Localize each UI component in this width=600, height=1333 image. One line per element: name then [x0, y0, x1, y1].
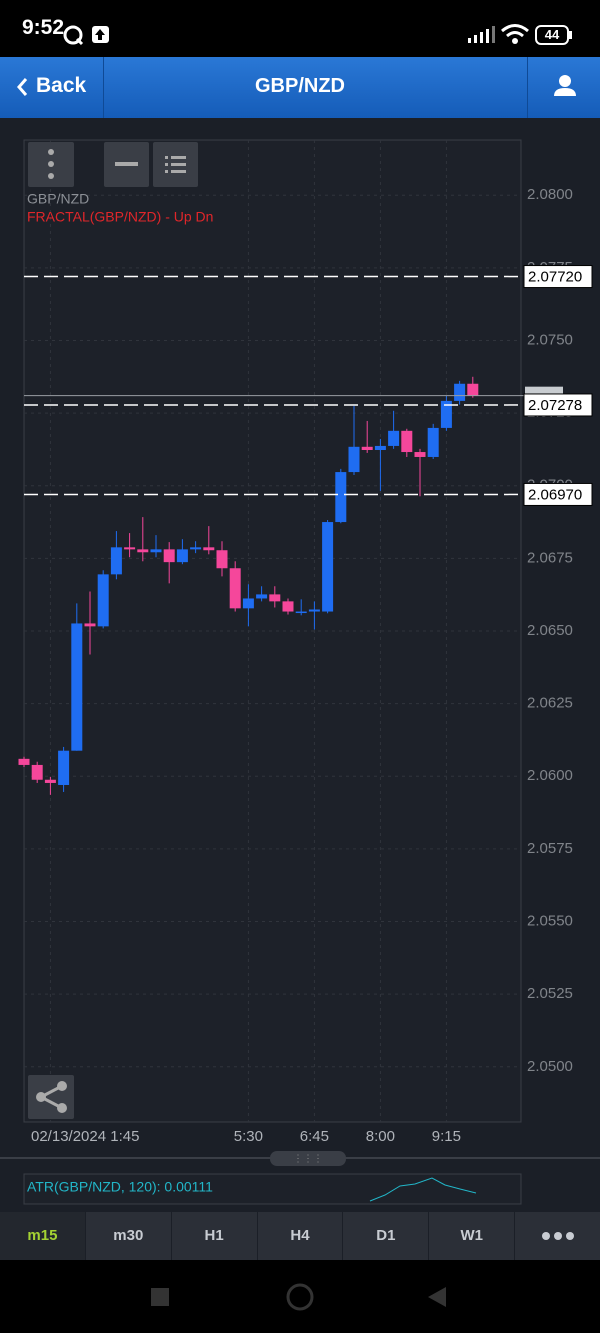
- y-tick-label: 2.0750: [527, 331, 573, 348]
- svg-text:⋮⋮⋮: ⋮⋮⋮: [293, 1154, 323, 1165]
- candle-body: [229, 568, 241, 609]
- y-tick-label: 2.0550: [527, 913, 573, 930]
- candle-body: [163, 549, 175, 563]
- timeframe-tab[interactable]: m15: [0, 1212, 86, 1260]
- candle-body: [256, 594, 268, 599]
- chart: 2.08002.07752.07502.07252.07002.06752.06…: [0, 118, 600, 1212]
- candle-body: [58, 750, 70, 785]
- atr-label: ATR(GBP/NZD, 120): 0.00111: [27, 1179, 213, 1195]
- candle-body: [308, 609, 320, 612]
- back-button[interactable]: Back: [0, 57, 104, 118]
- more-icon: [541, 1232, 574, 1240]
- timeframe-tab[interactable]: H1: [172, 1212, 258, 1260]
- timeframe-tab[interactable]: W1: [429, 1212, 516, 1260]
- symbol-label: GBP/NZD: [27, 191, 89, 207]
- back-system-button[interactable]: [428, 1287, 446, 1307]
- candle-body: [242, 598, 254, 609]
- candle-body: [97, 574, 109, 627]
- candle-body: [348, 446, 360, 473]
- y-tick-label: 2.0675: [527, 549, 573, 566]
- timeframe-tab[interactable]: D1: [343, 1212, 430, 1260]
- y-tick-label: 2.0600: [527, 767, 573, 784]
- candle-body: [401, 430, 413, 453]
- y-tick-label: 2.0575: [527, 840, 573, 857]
- share-button[interactable]: [28, 1075, 74, 1119]
- candle-body: [18, 758, 30, 765]
- candle-body: [71, 623, 83, 751]
- candle-body: [31, 764, 43, 780]
- candle-body: [440, 400, 452, 428]
- candle-body: [176, 549, 188, 563]
- candle-body: [361, 446, 373, 450]
- candle-body: [150, 549, 162, 553]
- indicator-label: FRACTAL(GBP/NZD) - Up Dn: [27, 209, 213, 225]
- battery-level: 44: [545, 27, 560, 42]
- x-tick-label: 02/13/2024 1:45: [31, 1128, 139, 1145]
- user-icon: [554, 75, 576, 96]
- candle-body: [203, 547, 215, 551]
- system-nav: [0, 1260, 600, 1333]
- y-tick-label: 2.0525: [527, 985, 573, 1002]
- more-button[interactable]: [515, 1212, 600, 1260]
- level-label: 2.06970: [528, 486, 582, 503]
- candle-body: [190, 547, 202, 550]
- timeframe-tabs: m15 m30 H1 H4 D1 W1: [0, 1212, 600, 1260]
- level-tag: [523, 265, 593, 289]
- home-button[interactable]: [286, 1283, 314, 1311]
- candle-body: [335, 472, 347, 523]
- x-tick-label: 5:30: [234, 1128, 263, 1145]
- candle-body: [454, 383, 466, 401]
- status-bar: 9:52 44: [0, 0, 600, 57]
- account-button[interactable]: [527, 57, 600, 118]
- x-tick-label: 6:45: [300, 1128, 329, 1145]
- candle-body: [414, 452, 426, 457]
- candle-body: [467, 383, 479, 396]
- timeframe-tab[interactable]: H4: [258, 1212, 344, 1260]
- y-tick-label: 2.0625: [527, 695, 573, 712]
- candle-body: [269, 594, 281, 602]
- candle-body: [427, 427, 439, 457]
- candle-body: [388, 430, 400, 446]
- recents-button[interactable]: [151, 1288, 169, 1306]
- nav-bar: Back GBP/NZD: [0, 57, 600, 118]
- back-arrow: [17, 78, 28, 96]
- candle-body: [216, 550, 228, 569]
- atr-sparkline: [369, 1177, 477, 1202]
- level-label: 2.07278: [528, 397, 582, 414]
- back-label: Back: [36, 74, 87, 97]
- candle-body: [110, 547, 122, 575]
- level-tag: [523, 482, 593, 506]
- candle-body: [84, 623, 96, 627]
- level-label: 2.07720: [528, 269, 582, 286]
- x-tick-label: 8:00: [366, 1128, 395, 1145]
- candle-body: [137, 549, 149, 553]
- y-tick-label: 2.0650: [527, 622, 573, 639]
- candle-body: [124, 547, 136, 550]
- clock: 9:52: [22, 16, 65, 39]
- y-tick-label: 2.0500: [527, 1058, 573, 1075]
- y-tick-label: 2.0800: [527, 186, 573, 203]
- candle-body: [322, 522, 334, 612]
- candle-body: [44, 779, 56, 783]
- candle-body: [295, 611, 307, 614]
- nav-title: GBP/NZD: [255, 75, 345, 97]
- timeframe-tab[interactable]: m30: [86, 1212, 172, 1260]
- system-nav-icons: [151, 1283, 446, 1311]
- candle-body: [374, 445, 386, 450]
- panel-resize-handle[interactable]: [270, 1151, 346, 1166]
- level-tag: [523, 393, 593, 417]
- candle-body: [282, 601, 294, 612]
- x-tick-label: 9:15: [432, 1128, 461, 1145]
- status-icons: 44: [63, 24, 572, 46]
